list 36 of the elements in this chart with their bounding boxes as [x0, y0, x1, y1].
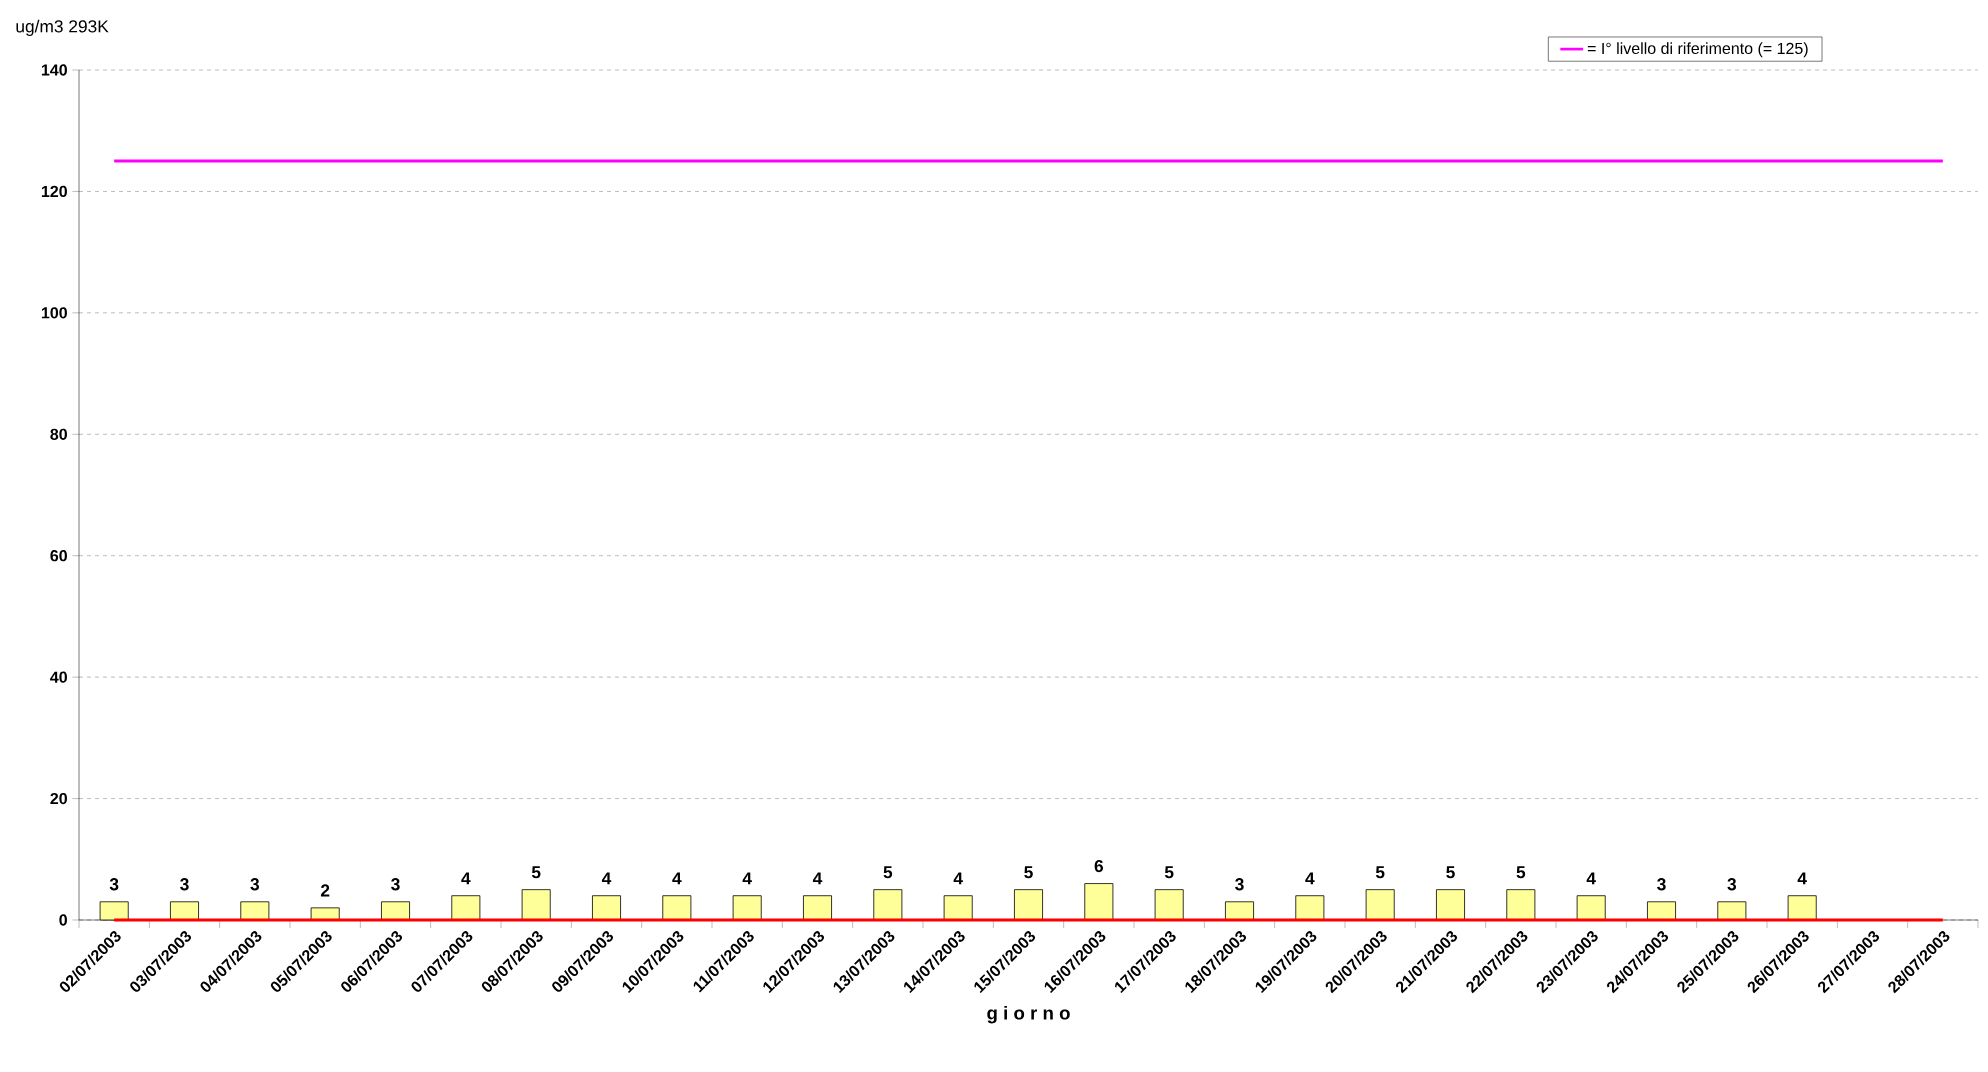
data-label: 3 — [391, 878, 400, 891]
data-label: 4 — [461, 872, 471, 885]
data-label: 3 — [250, 878, 260, 891]
y-tick-label: 0 — [59, 914, 67, 926]
data-label: 3 — [180, 878, 189, 891]
y-tick-label: 80 — [50, 428, 67, 440]
data-label: 2 — [320, 884, 330, 897]
y-tick-label: 40 — [50, 671, 67, 683]
y-tick-label: 140 — [41, 64, 67, 76]
legend-label: = I° livello di riferimento (= 125) — [1587, 42, 1808, 58]
y-tick-label: 100 — [41, 307, 67, 319]
data-label: 3 — [109, 878, 119, 891]
data-label: 5 — [1446, 866, 1455, 879]
data-label: 5 — [1375, 866, 1385, 879]
y-tick-label: 60 — [50, 550, 67, 562]
data-label: 4 — [672, 872, 682, 885]
data-label: 5 — [531, 866, 541, 879]
y-tick-label: 20 — [50, 792, 67, 805]
data-label: 5 — [1516, 866, 1526, 879]
data-label: 5 — [1164, 866, 1174, 879]
data-label: 5 — [1024, 866, 1033, 879]
data-label: 3 — [1727, 878, 1737, 891]
data-label: 4 — [1586, 872, 1596, 885]
data-label: 4 — [742, 872, 752, 885]
y-axis-title: ug/m3 293K — [16, 19, 109, 36]
data-label: 4 — [953, 872, 963, 885]
data-label: 4 — [1797, 872, 1807, 885]
data-label: 4 — [1305, 872, 1315, 885]
data-label: 3 — [1657, 878, 1666, 891]
data-label: 4 — [601, 872, 612, 885]
y-tick-label: 120 — [41, 185, 67, 198]
data-label: 6 — [1094, 859, 1104, 873]
x-axis-title: g i o r n o — [987, 1005, 1070, 1024]
data-label: 5 — [883, 866, 893, 879]
data-label: 4 — [812, 872, 823, 885]
data-label: 3 — [1235, 878, 1244, 891]
